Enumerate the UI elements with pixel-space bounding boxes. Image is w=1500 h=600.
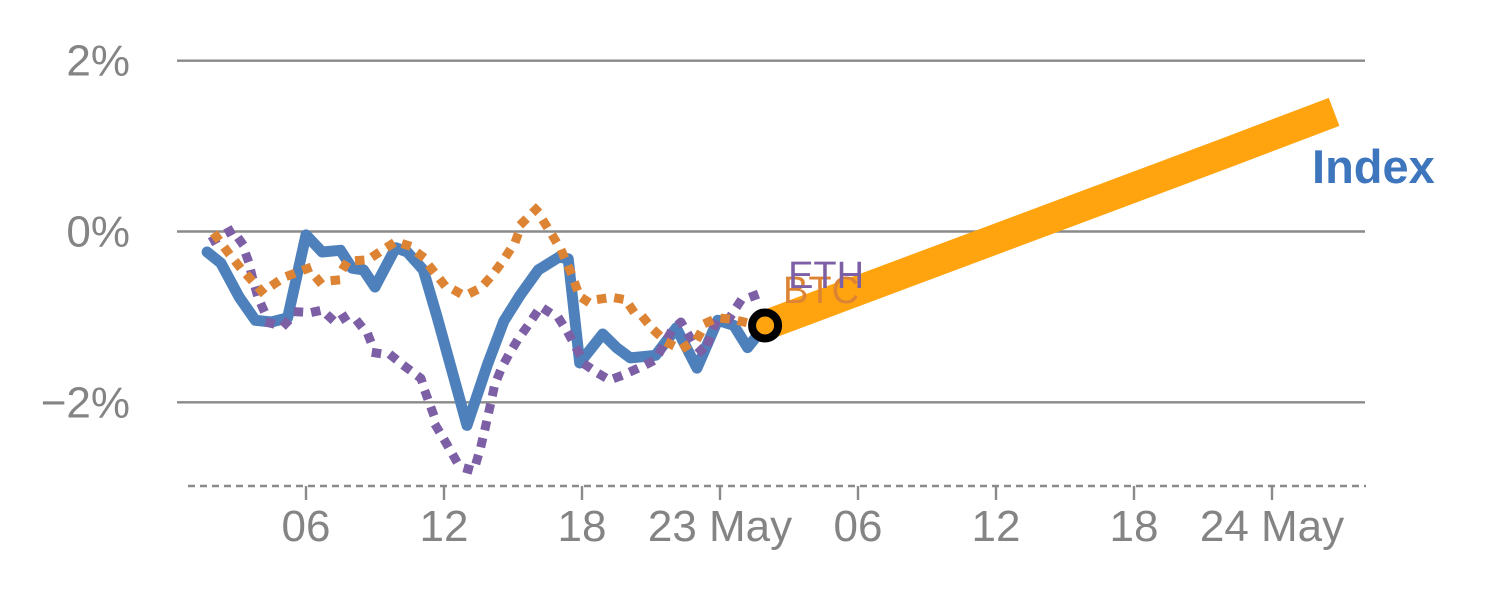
x-tick-label: 06 — [282, 502, 331, 551]
index-series-label: Index — [1312, 139, 1435, 193]
x-tick-label: 18 — [1110, 502, 1159, 551]
x-tick-label: 12 — [972, 502, 1021, 551]
eth-series-label: ETH — [788, 255, 865, 298]
y-tick-label: 2% — [66, 37, 130, 86]
x-tick-label: 12 — [420, 502, 469, 551]
y-tick-label: −2% — [41, 378, 130, 427]
x-tick-label: 06 — [834, 502, 883, 551]
x-tick-label: 24 May — [1200, 502, 1344, 551]
forecast-start-marker — [748, 308, 783, 343]
x-tick-label: 18 — [558, 502, 607, 551]
index-projection-band — [759, 97, 1340, 340]
index-line — [201, 229, 771, 431]
x-tick-label: 23 May — [648, 502, 792, 551]
y-tick-label: 0% — [66, 208, 130, 257]
eth-line — [207, 225, 761, 476]
btc-series-label: BTC — [783, 270, 860, 313]
